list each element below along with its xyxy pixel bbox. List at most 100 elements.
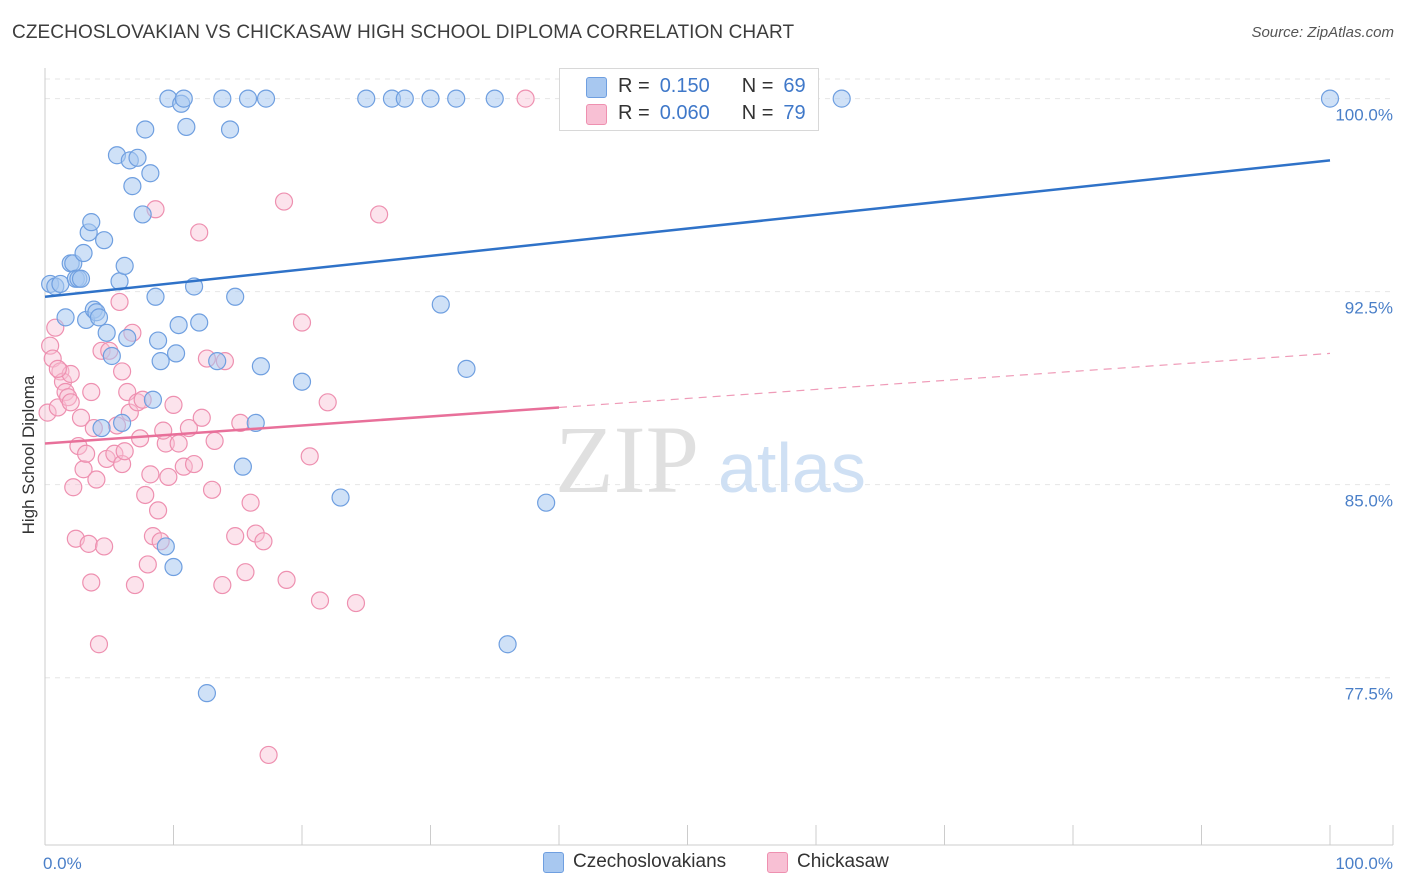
chickasaw-point xyxy=(192,408,211,427)
legend-label-czechoslovakians: Czechoslovakians xyxy=(573,851,727,872)
czechoslovakians-point xyxy=(421,89,440,108)
chickasaw-point xyxy=(105,444,124,463)
chickasaw-point xyxy=(346,593,366,613)
czechoslovakians-point xyxy=(148,331,168,350)
czechoslovakians-point xyxy=(156,537,175,556)
czechoslovakians-point xyxy=(498,635,517,654)
y-tick-label: 92.5% xyxy=(1345,299,1393,318)
legend-item-chickasaw: Chickasaw xyxy=(767,851,889,873)
chickasaw-point xyxy=(141,465,160,484)
czechoslovakians-points xyxy=(41,89,1340,703)
czechoslovakians-point xyxy=(485,89,504,108)
czechoslovakians-point xyxy=(102,346,121,366)
legend-row-czechoslovakians: R = 0.150 N = 69 xyxy=(618,73,806,99)
czechoslovakians-point xyxy=(246,413,265,433)
chickasaw-point xyxy=(71,408,91,427)
chickasaw-point xyxy=(74,460,93,479)
correlation-legend: R = 0.150 N = 69 R = 0.060 N = 79 xyxy=(559,68,819,131)
legend-item-czechoslovakians: Czechoslovakians xyxy=(543,851,726,873)
czechoslovakians-point xyxy=(71,269,91,288)
czechoslovakians-point xyxy=(457,359,476,378)
legend-swatch-blue xyxy=(586,77,607,98)
chickasaw-point xyxy=(205,431,224,451)
czechoslovakians-point xyxy=(226,287,245,306)
czechoslovakians-point xyxy=(233,457,252,476)
czechoslovakians-point xyxy=(133,205,152,224)
y-tick-label: 100.0% xyxy=(1335,106,1393,125)
czechoslovakians-point xyxy=(141,164,160,183)
chickasaw-point xyxy=(138,555,157,574)
czechoslovakians-point xyxy=(1320,89,1340,108)
chickasaw-point xyxy=(56,382,75,402)
y-tick-label: 85.0% xyxy=(1345,492,1393,511)
chickasaw-point xyxy=(125,575,145,595)
chickasaw-point xyxy=(213,575,232,595)
czechoslovakians-point xyxy=(97,323,116,342)
czechoslovakians-point xyxy=(197,684,217,703)
chickasaw-point xyxy=(48,359,67,378)
chickasaw-point xyxy=(202,480,222,499)
chickasaw-point xyxy=(82,573,101,592)
legend-r-value: 0.150 xyxy=(659,74,710,97)
legend-row-chickasaw: R = 0.060 N = 79 xyxy=(618,100,806,126)
chickasaw-point xyxy=(370,205,389,224)
chickasaw-point xyxy=(87,470,106,489)
x-tick-label-min: 0.0% xyxy=(43,854,82,873)
chickasaw-trend-line-extension xyxy=(558,352,1331,409)
czechoslovakians-point xyxy=(256,89,276,108)
czechoslovakians-point xyxy=(51,274,70,294)
czechoslovakians-point xyxy=(123,177,142,196)
legend-n-label: N = xyxy=(741,74,774,97)
czechoslovakians-point xyxy=(95,231,114,250)
czechoslovakians-point xyxy=(213,89,232,108)
czechoslovakians-point xyxy=(166,344,186,363)
axes xyxy=(44,68,1394,846)
x-tick-label-max: 100.0% xyxy=(1335,854,1393,873)
trend-lines xyxy=(44,159,1331,445)
chickasaw-point xyxy=(300,447,319,466)
czechoslovakians-point xyxy=(74,243,93,263)
chickasaw-point xyxy=(112,362,132,381)
czechoslovakians-point xyxy=(143,390,163,409)
czechoslovakians-point xyxy=(136,120,155,139)
chickasaw-point xyxy=(226,527,245,546)
czechoslovakians-point xyxy=(128,148,147,167)
chickasaw-point xyxy=(136,485,155,505)
czechoslovakians-point xyxy=(251,357,270,376)
czechoslovakians-point xyxy=(174,89,193,108)
czechoslovakians-point xyxy=(92,418,111,438)
chickasaw-point xyxy=(254,532,273,551)
legend-r-label: R = xyxy=(618,74,650,97)
czechoslovakians-point xyxy=(190,313,209,332)
chickasaw-point xyxy=(259,745,278,765)
chickasaw-point xyxy=(64,478,83,497)
chickasaw-point xyxy=(310,591,330,610)
y-tick-labels: 77.5% 85.0% 92.5% 100.0% xyxy=(1335,106,1393,704)
czechoslovakians-point xyxy=(537,493,556,512)
czechoslovakians-point xyxy=(208,352,227,371)
chickasaw-point xyxy=(77,444,96,463)
chickasaw-point xyxy=(174,457,193,476)
chickasaw-trend-line xyxy=(44,406,560,445)
czechoslovakians-point xyxy=(146,287,165,306)
chickasaw-point xyxy=(61,393,80,412)
chickasaw-point xyxy=(115,442,134,461)
chickasaw-point xyxy=(95,537,114,556)
czechoslovakians-point xyxy=(89,308,109,327)
chickasaw-point xyxy=(241,493,260,512)
czechoslovakians-point xyxy=(238,89,258,108)
czechoslovakians-point xyxy=(164,557,183,577)
legend-swatch-pink xyxy=(586,104,607,125)
y-tick-label: 77.5% xyxy=(1345,685,1393,704)
chickasaw-point xyxy=(89,635,109,654)
legend-swatch-blue xyxy=(543,851,564,873)
chickasaw-point xyxy=(169,434,188,453)
czechoslovakians-point xyxy=(357,89,376,108)
legend-r-value: 0.060 xyxy=(659,101,710,124)
czechoslovakians-point xyxy=(118,328,137,348)
source-label: Source: ZipAtlas.com xyxy=(1251,24,1394,41)
gridlines xyxy=(45,78,1393,679)
czechoslovakians-point xyxy=(177,117,196,137)
legend-n-label: N = xyxy=(741,101,774,124)
